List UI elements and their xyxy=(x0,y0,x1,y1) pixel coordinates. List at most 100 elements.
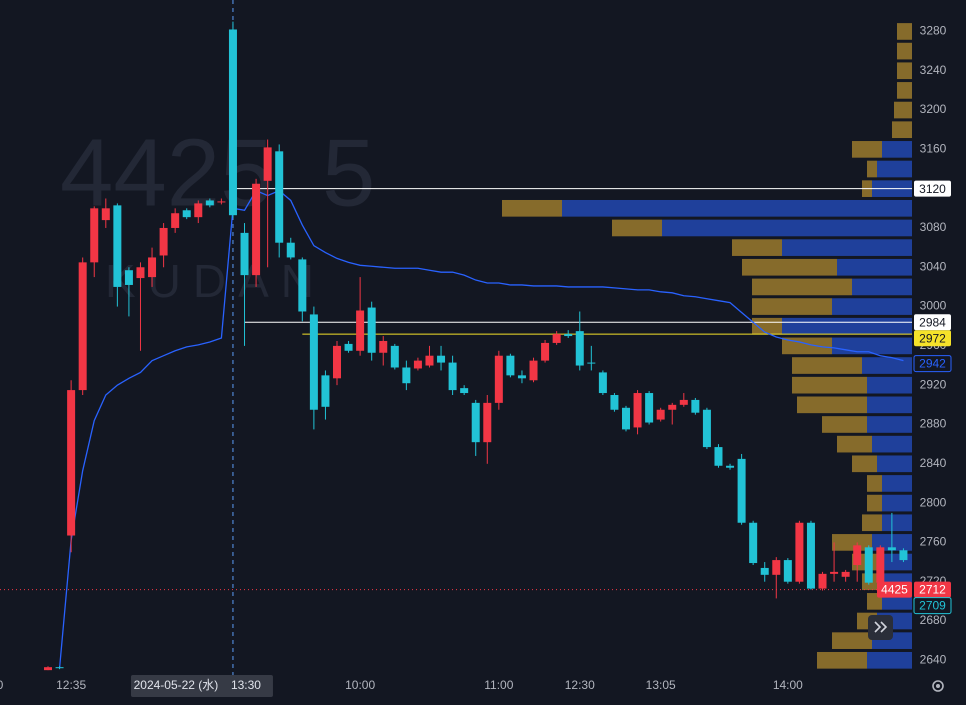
profile-down xyxy=(897,42,912,60)
candle-body xyxy=(228,29,237,216)
profile-up xyxy=(867,651,912,669)
candle-body xyxy=(749,522,758,564)
y-tick-label: 2920 xyxy=(920,377,947,391)
y-tick-label: 3000 xyxy=(920,299,947,313)
profile-up xyxy=(882,475,912,492)
candle-body xyxy=(575,331,584,366)
crosshair-time: 13:30 xyxy=(231,678,261,692)
profile-up xyxy=(782,239,912,256)
x-tick-label: 11:00 xyxy=(484,678,513,692)
candle-body xyxy=(818,573,827,589)
profile-up xyxy=(837,258,912,276)
candle-body xyxy=(356,310,365,351)
scroll-icon xyxy=(874,621,888,633)
profile-down xyxy=(897,23,912,40)
candle-body xyxy=(113,205,122,287)
candle-body xyxy=(610,395,619,410)
candle-body xyxy=(691,399,700,413)
x-tick-label: 13:05 xyxy=(646,678,676,692)
candle-body xyxy=(240,232,249,276)
y-tick-label: 2640 xyxy=(920,652,947,666)
profile-down xyxy=(502,199,562,217)
candle-body xyxy=(367,307,376,353)
candle-body xyxy=(460,388,469,394)
profile-up xyxy=(882,514,912,532)
gear-icon[interactable] xyxy=(932,680,944,692)
profile-up xyxy=(832,298,912,315)
candle-body xyxy=(194,203,203,218)
profile-down xyxy=(862,514,882,532)
candle-body xyxy=(298,259,307,312)
profile-down xyxy=(792,357,862,374)
candle-body xyxy=(656,409,665,420)
profile-up xyxy=(562,199,912,217)
y-tick-label: 3240 xyxy=(920,63,947,77)
price-badge xyxy=(913,597,952,615)
y-tick-label: 2800 xyxy=(920,495,947,509)
crosshair-date: 2024-05-22 (水) xyxy=(134,678,219,692)
candle-body xyxy=(136,267,145,279)
candle-body xyxy=(760,567,769,575)
profile-up xyxy=(882,494,912,512)
y-tick-label: 2680 xyxy=(920,613,947,627)
candle-body xyxy=(205,200,214,206)
profile-up xyxy=(832,337,912,355)
candle-body xyxy=(159,227,168,256)
x-tick-label: 0 xyxy=(0,678,4,692)
candle-body xyxy=(622,407,630,430)
profile-down xyxy=(894,101,912,119)
price-badge-label: 2942 xyxy=(919,357,946,371)
y-tick-label: 3040 xyxy=(920,259,947,273)
candle-body xyxy=(517,375,526,379)
candle-body xyxy=(148,257,157,278)
candle-body xyxy=(564,334,573,337)
candle-body xyxy=(864,547,873,583)
profile-down xyxy=(797,396,867,414)
candle-body xyxy=(471,402,480,443)
profile-down xyxy=(752,278,852,296)
price-badge-label: 2972 xyxy=(919,331,946,345)
price-badge-label: 2984 xyxy=(919,315,946,329)
candle-body xyxy=(506,355,515,376)
profile-down xyxy=(822,416,867,433)
candle-body xyxy=(876,547,885,583)
candle-body xyxy=(171,213,180,228)
candle-body xyxy=(275,151,284,243)
scroll-button[interactable] xyxy=(868,615,893,640)
candle-body xyxy=(309,314,318,410)
candle-body xyxy=(853,545,862,565)
price-badge xyxy=(914,330,951,347)
price-badge-label: 3120 xyxy=(919,182,946,196)
settings-button[interactable] xyxy=(932,680,944,692)
profile-up xyxy=(877,455,912,473)
candle-body xyxy=(286,242,295,258)
x-tick-label: 14:00 xyxy=(773,678,803,692)
badges: 3120 2984 2972 2942 2712 4425 2709 xyxy=(877,180,952,615)
candle-body xyxy=(78,262,87,391)
candle-body xyxy=(598,372,607,394)
candle-body xyxy=(413,360,422,369)
profile-down xyxy=(837,435,872,453)
price-badge-label: 2712 xyxy=(919,583,946,597)
candle-body xyxy=(887,547,896,551)
candle-body xyxy=(806,522,815,589)
y-tick-label: 2880 xyxy=(920,417,947,431)
watermark-name: KUDAN xyxy=(105,255,326,307)
x-tick-label: 12:35 xyxy=(56,678,86,692)
profile-down xyxy=(742,258,837,276)
profile-down xyxy=(752,298,832,315)
candle-body xyxy=(67,390,76,536)
profile-down xyxy=(852,455,877,473)
candle-body xyxy=(830,571,839,574)
profile-up xyxy=(782,317,912,335)
crosshair-label-bg xyxy=(130,675,273,697)
candle-body xyxy=(668,404,677,410)
profile-up xyxy=(867,416,912,433)
candle-body xyxy=(263,147,272,181)
candle-body xyxy=(552,334,561,343)
profile-down xyxy=(792,376,867,394)
profile-up xyxy=(867,376,912,394)
candle-body xyxy=(448,362,457,391)
